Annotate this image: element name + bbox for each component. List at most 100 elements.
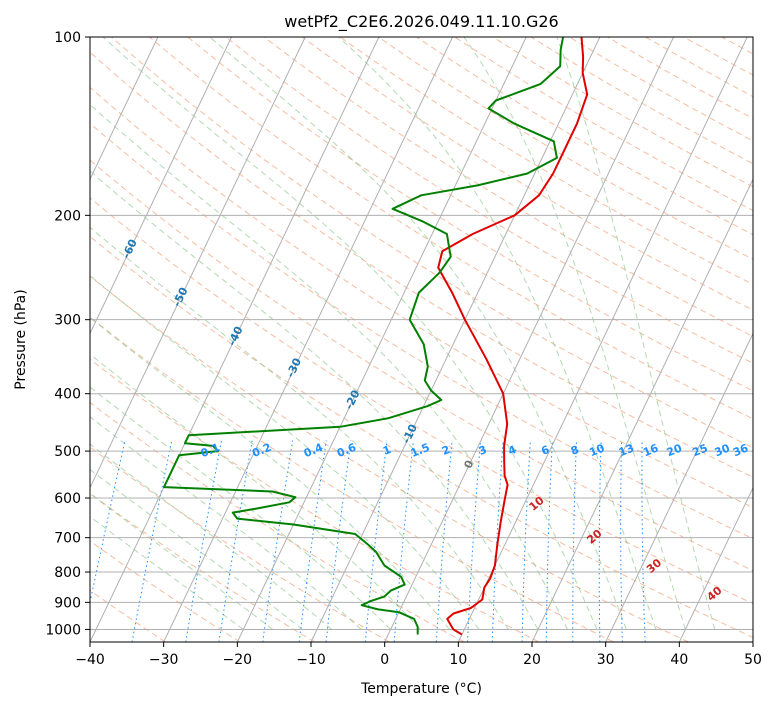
- mixing-ratio-lines: [90, 440, 646, 642]
- isotherm-line: [457, 37, 748, 642]
- mixing-ratio-line: [545, 440, 553, 642]
- y-tick-label: 600: [54, 491, 81, 507]
- isotherm-label: -20: [342, 388, 362, 412]
- moist-adiabat: [90, 515, 244, 630]
- moist-adiabat: [90, 443, 333, 630]
- dry-adiabat: [416, 37, 753, 236]
- dry-adiabat: [90, 358, 540, 642]
- isotherm-line: [90, 37, 306, 489]
- isotherm-line: [236, 37, 527, 642]
- y-tick-label: 300: [54, 313, 81, 329]
- mixing-ratio-line: [298, 440, 327, 642]
- isotherm-line: [0, 37, 11, 642]
- x-axis-ticks: −40 −30 −20 −10 0 10 20 30 40 50: [75, 642, 762, 668]
- reference-labels: -100-90-80-70-60-50-40-30-20-1000.10.20.…: [24, 129, 750, 604]
- moist-adiabat: [90, 103, 568, 630]
- mixing-ratio-label: 0.2: [250, 441, 273, 460]
- profile-series: [163, 37, 589, 636]
- isotherm-line: [605, 332, 753, 642]
- mixing-ratio-label: 25: [691, 442, 710, 460]
- grid-lines: [0, 37, 753, 642]
- mixing-ratio-label: 16: [641, 441, 660, 459]
- y-tick-label: 100: [54, 30, 81, 46]
- moist-adiabat: [90, 274, 480, 630]
- y-tick-label: 800: [54, 565, 81, 581]
- moist-adiabat-label: 10: [527, 494, 547, 514]
- isotherm-line: [752, 640, 753, 642]
- dry-adiabat: [90, 492, 315, 642]
- mixing-ratio-line: [435, 440, 453, 642]
- mixing-ratio-line: [131, 440, 173, 642]
- mixing-ratio-label: 8: [569, 443, 581, 458]
- moist-adiabat: [209, 37, 627, 630]
- moist-adiabat: [338, 37, 657, 630]
- isotherm-line: [531, 178, 753, 642]
- isotherm-label: -70: [72, 183, 92, 207]
- dry-adiabat: [149, 37, 753, 420]
- x-tick-label: 10: [449, 652, 467, 668]
- isotherm-label: -40: [225, 324, 245, 348]
- isotherm-line: [90, 37, 159, 181]
- dry-adiabat: [90, 316, 614, 642]
- mixing-ratio-label: 4: [506, 443, 518, 458]
- moist-adiabat: [90, 226, 509, 630]
- x-tick-label: −30: [149, 652, 179, 668]
- mixing-ratio-line: [598, 440, 602, 642]
- chart-title: wetPf2_C2E6.2026.049.11.10.G26: [284, 12, 558, 32]
- dry-adiabat: [187, 37, 753, 392]
- y-tick-label: 700: [54, 531, 81, 547]
- x-tick-label: 40: [670, 652, 688, 668]
- dry-adiabat: [645, 37, 753, 98]
- mixing-ratio-label: 30: [713, 441, 732, 459]
- y-axis-ticks: 100 200 300 400 500 600 700 800 900 1000: [45, 30, 90, 638]
- mixing-ratio-line: [393, 440, 414, 642]
- y-tick-label: 1000: [45, 622, 81, 638]
- moist-adiabat: [90, 416, 362, 630]
- isotherm-line: [678, 486, 753, 642]
- mixing-ratio-line: [325, 440, 352, 642]
- mixing-ratio-label: 13: [617, 442, 636, 460]
- x-tick-label: −10: [296, 652, 326, 668]
- moist-adiabat: [90, 386, 392, 630]
- plot-area: -100-90-80-70-60-50-40-30-20-1000.10.20.…: [0, 37, 775, 642]
- mixing-ratio-label: 1: [381, 443, 393, 458]
- moist-adiabat-label: 30: [644, 556, 664, 576]
- mixing-ratio-line: [364, 440, 388, 642]
- dry-adiabat: [378, 37, 753, 260]
- dry-adiabat: [90, 86, 753, 509]
- y-tick-label: 900: [54, 595, 81, 611]
- isotherm-line: [90, 37, 380, 642]
- mixing-ratio-line: [521, 440, 531, 642]
- x-tick-label: −40: [75, 652, 105, 668]
- isotherm-label: -30: [284, 356, 304, 380]
- x-tick-label: 0: [380, 652, 389, 668]
- mixing-ratio-line: [572, 440, 577, 642]
- dry-adiabat: [760, 37, 775, 642]
- dry-adiabat: [492, 37, 753, 188]
- isotherm-line: [384, 37, 675, 642]
- moist-adiabat: [556, 37, 716, 630]
- mixing-ratio-line: [90, 440, 126, 605]
- dry-adiabat: [110, 37, 753, 449]
- temperature-line: [437, 37, 589, 636]
- x-tick-label: 50: [744, 652, 762, 668]
- moist-adiabat-label: 40: [705, 584, 725, 604]
- dry-adiabat: [90, 51, 753, 478]
- mixing-ratio-line: [467, 440, 482, 642]
- mixing-ratio-line: [185, 440, 222, 642]
- isotherm-line: [163, 37, 454, 642]
- dry-adiabat: [90, 589, 166, 642]
- plot-frame: [89, 36, 754, 643]
- isotherm-label: 0: [461, 458, 476, 471]
- mixing-ratio-label: 20: [665, 441, 684, 459]
- mixing-ratio-label: 2: [440, 443, 452, 458]
- y-tick-label: 500: [54, 444, 81, 460]
- x-axis-label: Temperature (°C): [360, 681, 482, 697]
- isotherm-label: -80: [24, 129, 44, 153]
- isotherm-label: -10: [400, 422, 420, 446]
- y-tick-label: 400: [54, 387, 81, 403]
- moist-adiabat: [90, 353, 421, 630]
- moist-adiabat: [90, 170, 539, 630]
- moist-adiabats: [90, 37, 716, 630]
